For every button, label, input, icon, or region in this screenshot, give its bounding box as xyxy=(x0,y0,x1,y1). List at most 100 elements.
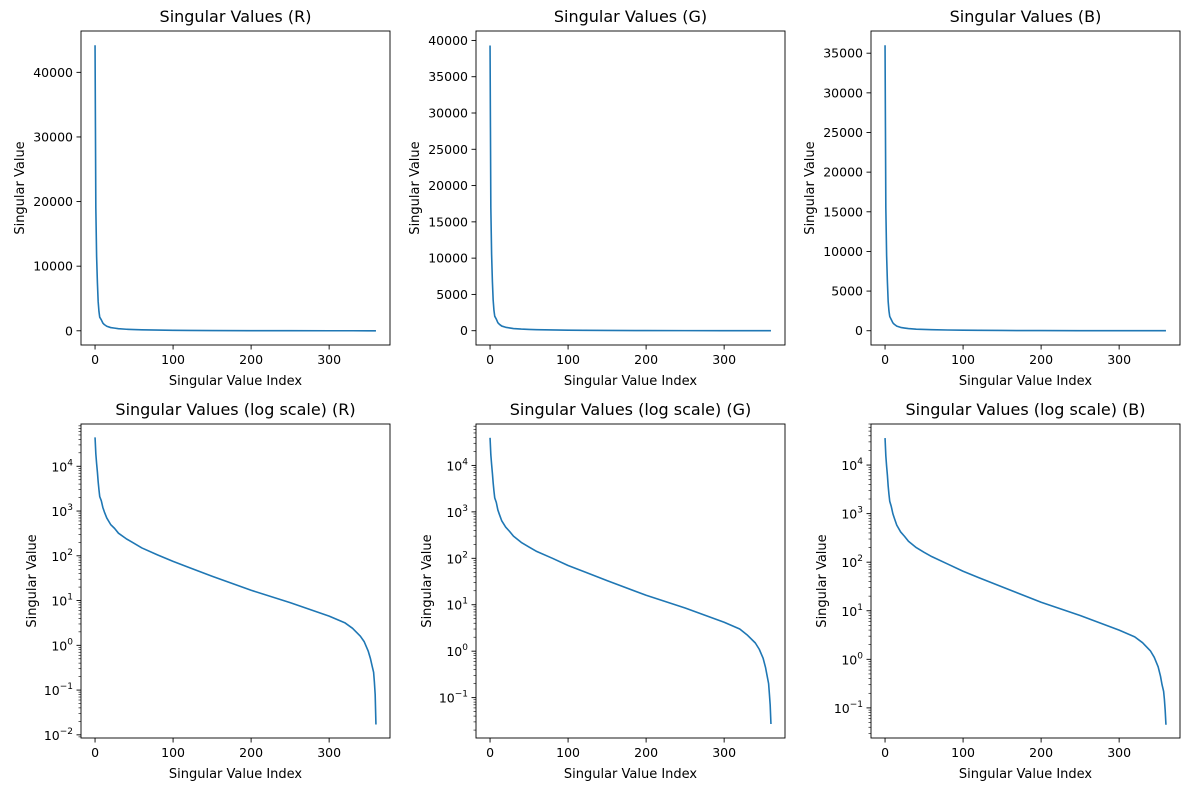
axes-frame xyxy=(80,30,391,346)
y-tick-label: 15000 xyxy=(428,214,468,229)
y-tick-label: 25000 xyxy=(428,142,468,157)
y-tick-label: 100 xyxy=(841,651,863,667)
y-tick-label: 20000 xyxy=(428,178,468,193)
axes-frame xyxy=(870,423,1181,739)
y-tick-label: 10000 xyxy=(823,244,863,259)
subplot-6: 0 100 200 300 10−1 100 101 102 103 104 Singular Va… xyxy=(815,400,1181,782)
subplot-title: Singular Values (B) xyxy=(950,7,1102,26)
y-tick-label: 102 xyxy=(446,550,468,566)
x-tick-label: 0 xyxy=(486,745,494,760)
y-tick-label: 101 xyxy=(446,597,468,613)
x-tick-label: 100 xyxy=(556,352,580,367)
series-line xyxy=(489,45,771,332)
y-tick-label: 35000 xyxy=(823,46,863,61)
y-tick-label: 5000 xyxy=(831,284,863,299)
x-tick-label: 200 xyxy=(239,352,263,367)
y-tick-label: 40000 xyxy=(428,33,468,48)
x-tick-label: 100 xyxy=(556,745,580,760)
subplot-5: 0 100 200 300 10−1 100 101 102 103 104 Singular Va… xyxy=(420,400,786,782)
y-tick-label: 102 xyxy=(51,548,73,564)
y-axis-label: Singular Value xyxy=(815,534,830,627)
x-axis-label: Singular Value Index xyxy=(959,374,1093,389)
series-line xyxy=(489,437,772,725)
x-tick-label: 300 xyxy=(317,352,341,367)
x-tick-label: 300 xyxy=(712,745,736,760)
y-axis-label: Singular Value xyxy=(13,141,28,234)
x-tick-label: 0 xyxy=(881,745,889,760)
axes-frame xyxy=(80,423,391,739)
y-axis-label: Singular Value xyxy=(420,534,435,627)
subplot-2: 0 100 200 300 0 5000 10000 15000 20000 25000 30000… xyxy=(408,7,786,389)
x-tick-label: 0 xyxy=(91,745,99,760)
x-axis-label: Singular Value Index xyxy=(169,767,303,782)
y-tick-label: 5000 xyxy=(436,287,468,302)
y-tick-label: 0 xyxy=(460,323,468,338)
x-tick-label: 300 xyxy=(1107,352,1131,367)
y-tick-label: 103 xyxy=(841,506,863,522)
y-axis-label: Singular Value xyxy=(408,141,423,234)
x-axis-label: Singular Value Index xyxy=(169,374,303,389)
y-tick-label: 30000 xyxy=(428,106,468,121)
x-tick-label: 200 xyxy=(634,745,658,760)
y-tick-label: 103 xyxy=(51,503,73,519)
y-tick-label: 100 xyxy=(51,637,73,653)
x-tick-label: 300 xyxy=(317,745,341,760)
axes-frame xyxy=(870,30,1181,346)
y-tick-label: 102 xyxy=(841,554,863,570)
y-tick-label: 101 xyxy=(841,603,863,619)
y-tick-label: 10−2 xyxy=(44,727,73,743)
series-line xyxy=(94,45,376,332)
x-tick-label: 100 xyxy=(161,352,185,367)
y-tick-label: 104 xyxy=(51,458,73,474)
x-tick-label: 200 xyxy=(239,745,263,760)
subplot-1: 0 100 200 300 0 10000 20000 30000 40000 Singular … xyxy=(13,7,391,389)
y-tick-label: 40000 xyxy=(33,65,73,80)
axes-frame xyxy=(475,423,786,739)
x-axis-label: Singular Value Index xyxy=(959,767,1093,782)
y-tick-label: 30000 xyxy=(823,85,863,100)
x-tick-label: 0 xyxy=(91,352,99,367)
x-axis-label: Singular Value Index xyxy=(564,374,698,389)
y-tick-label: 10−1 xyxy=(439,690,468,706)
x-tick-label: 300 xyxy=(712,352,736,367)
y-tick-label: 20000 xyxy=(33,194,73,209)
y-tick-label: 103 xyxy=(446,504,468,520)
y-tick-label: 104 xyxy=(446,457,468,473)
y-tick-label: 10000 xyxy=(428,251,468,266)
x-tick-label: 200 xyxy=(634,352,658,367)
x-tick-label: 100 xyxy=(951,352,975,367)
y-tick-label: 10−1 xyxy=(44,682,73,698)
x-tick-label: 200 xyxy=(1029,745,1053,760)
series-line xyxy=(884,437,1167,725)
x-tick-label: 100 xyxy=(951,745,975,760)
y-tick-label: 100 xyxy=(446,643,468,659)
x-tick-label: 0 xyxy=(881,352,889,367)
y-tick-label: 101 xyxy=(51,593,73,609)
subplot-4: 0 100 200 300 10−2 10−1 100 101 102 103 104 Singula… xyxy=(25,400,391,782)
x-tick-label: 300 xyxy=(1107,745,1131,760)
y-tick-label: 15000 xyxy=(823,204,863,219)
axes-frame xyxy=(475,30,786,346)
y-tick-label: 10000 xyxy=(33,259,73,274)
subplot-title: Singular Values (log scale) (G) xyxy=(510,400,751,419)
y-axis-label: Singular Value xyxy=(803,141,818,234)
y-tick-label: 0 xyxy=(855,323,863,338)
y-tick-label: 0 xyxy=(65,323,73,338)
subplot-title: Singular Values (G) xyxy=(554,7,707,26)
subplot-title: Singular Values (log scale) (B) xyxy=(905,400,1145,419)
x-tick-label: 200 xyxy=(1029,352,1053,367)
y-tick-label: 10−1 xyxy=(834,700,863,716)
y-tick-label: 20000 xyxy=(823,165,863,180)
x-axis-label: Singular Value Index xyxy=(564,767,698,782)
y-tick-label: 30000 xyxy=(33,129,73,144)
x-tick-label: 0 xyxy=(486,352,494,367)
subplot-title: Singular Values (R) xyxy=(160,7,312,26)
subplot-title: Singular Values (log scale) (R) xyxy=(115,400,355,419)
series-line xyxy=(884,45,1166,332)
series-line xyxy=(94,437,377,725)
y-tick-label: 35000 xyxy=(428,69,468,84)
x-tick-label: 100 xyxy=(161,745,185,760)
y-tick-label: 104 xyxy=(841,457,863,473)
y-axis-label: Singular Value xyxy=(25,534,40,627)
